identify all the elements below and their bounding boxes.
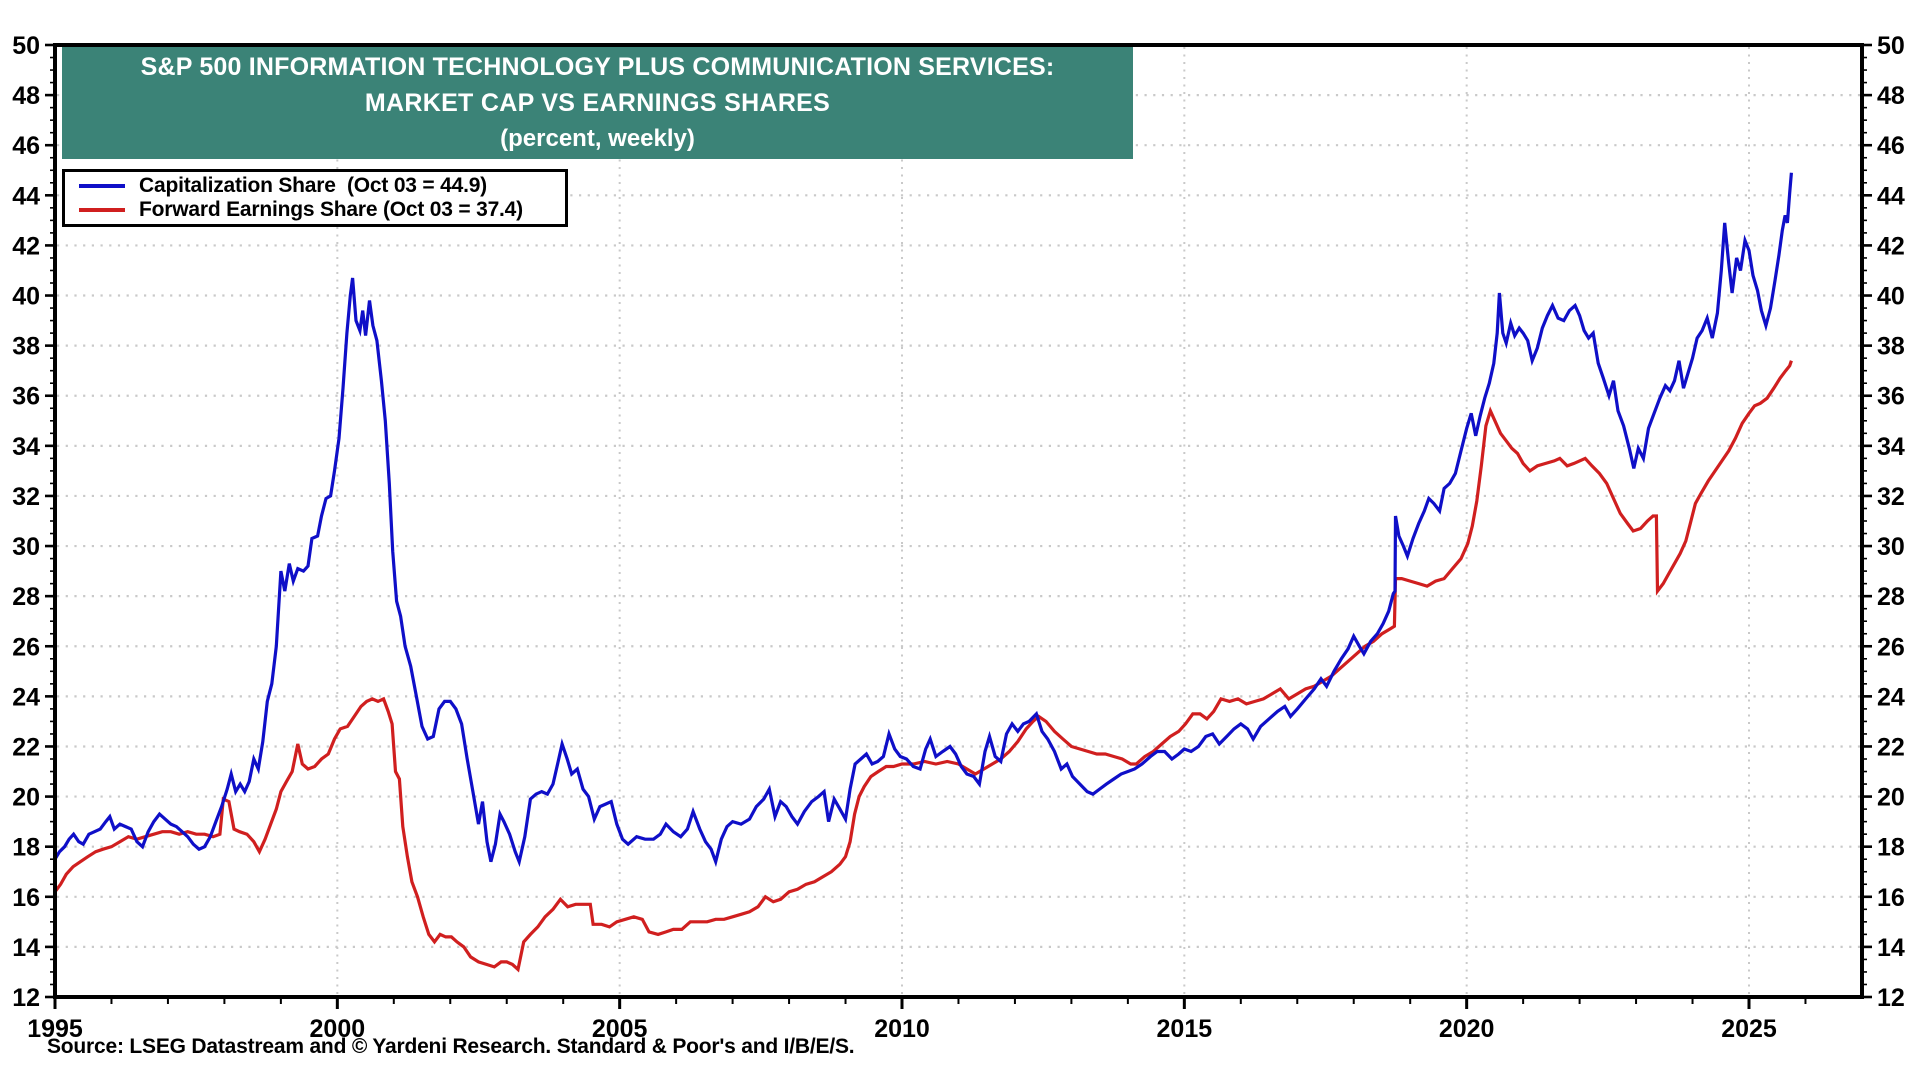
y-axis-label-left: 20 xyxy=(12,784,40,812)
y-axis-label-right: 38 xyxy=(1877,333,1905,361)
y-axis-label-right: 14 xyxy=(1877,934,1905,962)
capitalization-share-line-swatch xyxy=(79,184,125,188)
y-axis-label-right: 50 xyxy=(1877,32,1905,60)
legend-item-capitalization-share: Capitalization Share (Oct 03 = 44.9) xyxy=(79,174,565,198)
gridlines xyxy=(57,47,1860,995)
x-axis-label: 2010 xyxy=(874,1015,930,1043)
y-axis-label-left: 28 xyxy=(12,583,40,611)
legend-label-forward-earnings-share: Forward Earnings Share (Oct 03 = 37.4) xyxy=(139,198,523,221)
x-axis-label: 2025 xyxy=(1721,1015,1777,1043)
y-axis-label-right: 24 xyxy=(1877,683,1905,711)
legend-label-capitalization-share: Capitalization Share (Oct 03 = 44.9) xyxy=(139,174,487,197)
y-axis-label-left: 50 xyxy=(12,32,40,60)
capitalization-share-line xyxy=(53,172,1793,868)
x-axis-label: 1995 xyxy=(27,1015,83,1043)
y-axis-label-left: 16 xyxy=(12,884,40,912)
y-axis-label-left: 32 xyxy=(12,483,40,511)
y-axis-label-right: 12 xyxy=(1877,984,1905,1012)
forward-earnings-share-line-swatch xyxy=(79,208,125,212)
y-axis-label-right: 46 xyxy=(1877,132,1905,160)
y-axis-label-right: 30 xyxy=(1877,533,1905,561)
y-axis-label-right: 16 xyxy=(1877,884,1905,912)
y-axis-label-left: 46 xyxy=(12,132,40,160)
y-axis-label-left: 42 xyxy=(12,232,40,260)
source-attribution: Source: LSEG Datastream and © Yardeni Re… xyxy=(47,1035,855,1058)
y-axis-label-right: 18 xyxy=(1877,834,1905,862)
forward-earnings-share-line xyxy=(53,360,1793,973)
y-axis-label-right: 48 xyxy=(1877,82,1905,110)
y-axis-label-left: 18 xyxy=(12,834,40,862)
x-axis-label: 2000 xyxy=(310,1015,366,1043)
y-axis-label-left: 22 xyxy=(12,733,40,761)
y-axis-label-left: 36 xyxy=(12,383,40,411)
y-axis-label-left: 30 xyxy=(12,533,40,561)
x-axis-label: 2005 xyxy=(592,1015,648,1043)
y-axis-label-left: 38 xyxy=(12,333,40,361)
y-axis-label-right: 42 xyxy=(1877,232,1905,260)
y-axis-label-right: 22 xyxy=(1877,733,1905,761)
y-axis-label-right: 34 xyxy=(1877,433,1905,461)
y-axis-label-left: 26 xyxy=(12,633,40,661)
y-axis-label-left: 12 xyxy=(12,984,40,1012)
y-axis: 12 12 14 14 16 16 18 18 20 20 22 22 24 24 26 26 28 28 30 30… xyxy=(12,32,1905,1012)
x-axis: 1995 2000 2005 2010 2015 2020 2025 xyxy=(27,997,1807,1043)
y-axis-label-left: 44 xyxy=(12,182,40,210)
y-axis-label-right: 28 xyxy=(1877,583,1905,611)
y-axis-label-right: 20 xyxy=(1877,784,1905,812)
y-axis-label-left: 34 xyxy=(12,433,40,461)
y-axis-label-right: 36 xyxy=(1877,383,1905,411)
y-axis-label-left: 24 xyxy=(12,683,40,711)
chart-subtitle: (percent, weekly) xyxy=(500,125,695,152)
series-lines xyxy=(53,172,1793,973)
chart-title-box: S&P 500 INFORMATION TECHNOLOGY PLUS COMM… xyxy=(62,47,1133,159)
y-axis-label-right: 40 xyxy=(1877,283,1905,311)
legend: Capitalization Share (Oct 03 = 44.9) For… xyxy=(62,169,568,227)
y-axis-label-right: 26 xyxy=(1877,633,1905,661)
y-axis-label-left: 48 xyxy=(12,82,40,110)
y-axis-label-right: 44 xyxy=(1877,182,1905,210)
y-axis-label-left: 40 xyxy=(12,283,40,311)
y-axis-label-right: 32 xyxy=(1877,483,1905,511)
chart-title-line-2: MARKET CAP VS EARNINGS SHARES xyxy=(364,89,831,117)
y-axis-label-left: 14 xyxy=(12,934,40,962)
x-axis-label: 2015 xyxy=(1157,1015,1213,1043)
chart-title-line-1: S&P 500 INFORMATION TECHNOLOGY PLUS COMM… xyxy=(140,53,1055,81)
x-axis-label: 2020 xyxy=(1439,1015,1495,1043)
legend-item-forward-earnings-share: Forward Earnings Share (Oct 03 = 37.4) xyxy=(79,198,565,222)
